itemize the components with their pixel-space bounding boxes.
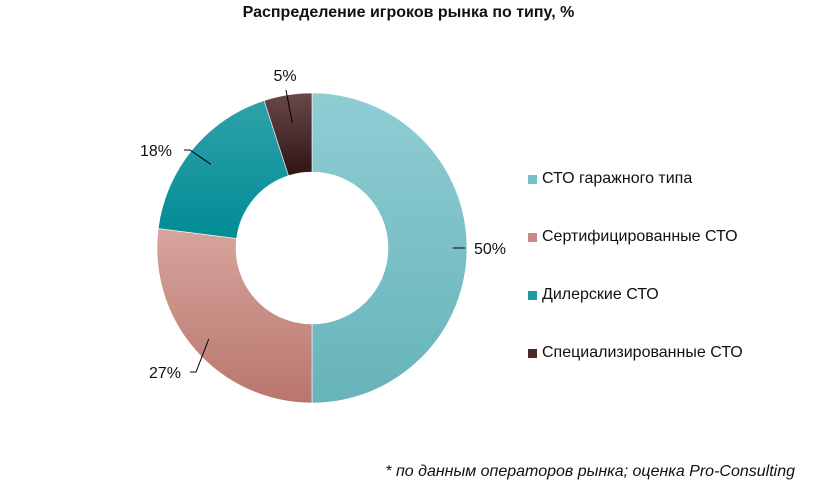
leader-line-specialized [285, 89, 293, 124]
legend-label-garage: СТО гаражного типа [542, 170, 693, 187]
legend-label-certified: Сертифицированные СТО [542, 228, 738, 245]
leader-line-certified [190, 338, 210, 373]
value-label-specialized: 5% [273, 68, 296, 85]
legend-label-specialized: Специализированные СТО [542, 344, 743, 361]
chart-title: Распределение игроков рынка по типу, % [242, 4, 575, 21]
legend-item-garage: СТО гаражного типа [528, 150, 743, 208]
legend-item-dealer: Дилерские СТО [528, 266, 743, 324]
legend: СТО гаражного типа Сертифицированные СТО… [528, 150, 743, 382]
leader-line-dealer [184, 149, 212, 165]
value-label-garage: 50% [474, 241, 506, 258]
legend-swatch-dealer [528, 290, 537, 300]
footnote: * по данным операторов рынка; оценка Pro… [385, 463, 795, 480]
slice-dealer [157, 100, 289, 239]
legend-swatch-specialized [528, 348, 537, 358]
legend-label-dealer: Дилерские СТО [542, 286, 659, 303]
legend-swatch-certified [528, 232, 537, 242]
slice-specialized [263, 92, 313, 177]
value-label-dealer: 18% [140, 143, 172, 160]
value-label-certified: 27% [149, 365, 181, 382]
slice-certified [156, 228, 313, 404]
legend-item-certified: Сертифицированные СТО [528, 208, 743, 266]
legend-swatch-garage [528, 174, 537, 184]
slice-garage [311, 92, 468, 404]
legend-item-specialized: Специализированные СТО [528, 324, 743, 382]
